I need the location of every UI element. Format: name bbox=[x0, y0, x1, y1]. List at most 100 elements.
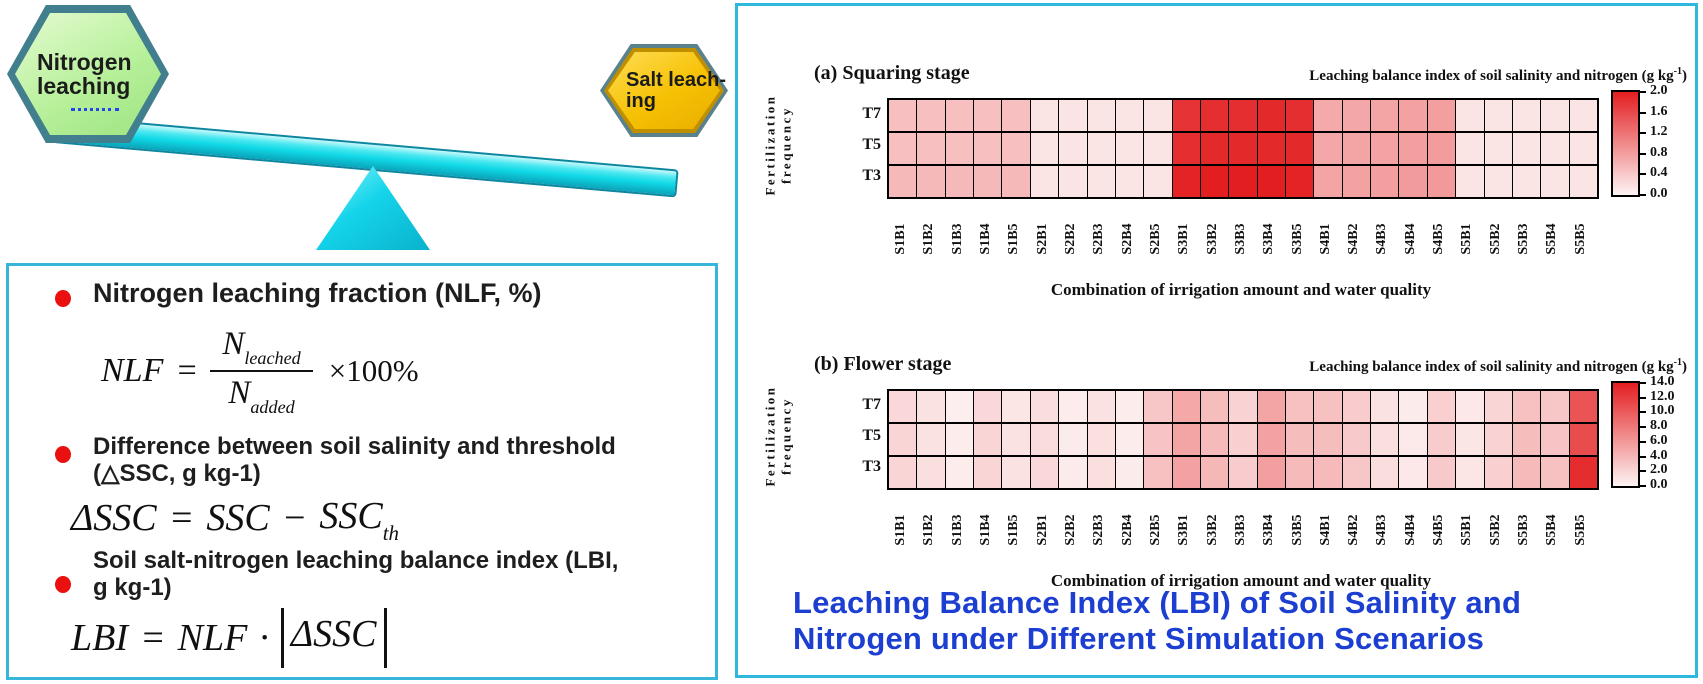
heatmap-cell bbox=[1540, 424, 1569, 455]
heatmap-cell bbox=[1483, 100, 1512, 131]
x-tick-slot: S5B1 bbox=[1453, 490, 1481, 570]
x-tick-label: S5B3 bbox=[1516, 514, 1532, 546]
x-tick-slot: S3B3 bbox=[1227, 199, 1255, 279]
heatmap-cell bbox=[1455, 100, 1484, 131]
colorbar-tick-mark bbox=[1639, 396, 1646, 399]
subplot-title-a: (a) Squaring stage bbox=[814, 62, 970, 84]
dotted-underline bbox=[71, 105, 119, 111]
hexagon-fill bbox=[608, 52, 720, 129]
heatmap-cell bbox=[1143, 100, 1172, 131]
heatmap-cell bbox=[1114, 424, 1144, 455]
fraction: Nleached Nadded bbox=[210, 326, 313, 417]
heatmap-cell bbox=[1058, 133, 1087, 164]
heatmap-cell bbox=[1114, 391, 1144, 422]
bullet-text: Nitrogen leaching fraction (NLF, %) bbox=[93, 278, 542, 308]
row-label-T3: T3 bbox=[862, 166, 881, 184]
lbi-term1: NLF bbox=[177, 617, 248, 659]
x-tick-slot: S4B2 bbox=[1340, 490, 1368, 570]
colorbar-tick-mark bbox=[1639, 455, 1646, 458]
x-tick-label: S3B5 bbox=[1289, 223, 1305, 255]
heatmap-cell bbox=[916, 457, 945, 488]
x-tick-slot: S2B3 bbox=[1085, 199, 1113, 279]
x-tick-label: S1B2 bbox=[921, 223, 937, 255]
colorbar-tick-mark bbox=[1639, 152, 1646, 155]
x-tick-label: S4B4 bbox=[1402, 223, 1418, 255]
heatmap-cell bbox=[1568, 166, 1597, 197]
heatmap-cell bbox=[889, 391, 917, 422]
heatmap-cell bbox=[1426, 457, 1456, 488]
x-axis-title: Combination of irrigation amount and wat… bbox=[1050, 280, 1432, 299]
x-tick-slot: S2B1 bbox=[1029, 490, 1057, 570]
x-tick-label: S1B4 bbox=[978, 514, 994, 546]
heatmap-cell bbox=[1398, 457, 1427, 488]
x-tick-slot: S3B1 bbox=[1170, 490, 1198, 570]
x-tick-label: S4B3 bbox=[1374, 223, 1390, 255]
heatmap-cell bbox=[944, 457, 974, 488]
caption-line2: Nitrogen under Different Simulation Scen… bbox=[793, 620, 1485, 656]
colorbar-a bbox=[1611, 90, 1640, 197]
x-tick-label: S1B1 bbox=[893, 514, 909, 546]
colorbar-tick-label: 0.8 bbox=[1650, 144, 1668, 160]
colorbar-tick-mark bbox=[1639, 173, 1646, 176]
x-tick-label: S3B3 bbox=[1232, 223, 1248, 255]
heatmap-cell bbox=[1370, 424, 1399, 455]
denominator-sub: added bbox=[250, 396, 295, 417]
heatmap-cell bbox=[1086, 166, 1115, 197]
x-tick-label: S4B3 bbox=[1374, 514, 1390, 546]
definitions-box: Nitrogen leaching fraction (NLF, %) NLF … bbox=[6, 263, 718, 680]
heatmap-cell bbox=[1313, 424, 1342, 455]
heatmap-cell bbox=[1426, 100, 1456, 131]
x-tick-label: S4B5 bbox=[1431, 514, 1447, 546]
heatmap-cell bbox=[1001, 166, 1030, 197]
y-axis-label-line: Fertilization bbox=[762, 384, 778, 487]
x-tick-label: S4B1 bbox=[1317, 514, 1333, 546]
colorbar-title: Leaching balance index of soil salinity … bbox=[1309, 66, 1687, 85]
row-label-T7: T7 bbox=[862, 104, 881, 122]
heatmap-cell bbox=[1370, 166, 1399, 197]
heatmap-cell bbox=[1313, 166, 1342, 197]
y-axis-label-line: frequency bbox=[778, 396, 793, 475]
denominator: Nadded bbox=[216, 372, 306, 417]
bullet-nlf: Nitrogen leaching fraction (NLF, %) bbox=[93, 278, 542, 308]
heatmap-cell bbox=[1341, 100, 1371, 131]
lbi-lhs: LBI bbox=[71, 617, 128, 659]
heatmap-cell bbox=[1313, 133, 1342, 164]
hexagon-fill bbox=[15, 13, 161, 135]
ssc-lhs: ΔSSC bbox=[71, 497, 157, 540]
y-axis-label: Fertilization frequency bbox=[758, 383, 798, 488]
heatmap-cell bbox=[1483, 133, 1512, 164]
x-tick-label: S2B2 bbox=[1063, 514, 1079, 546]
colorbar-tick-label: 14.0 bbox=[1650, 374, 1675, 389]
label-line2: ing bbox=[626, 89, 656, 112]
heatmap-cell bbox=[1568, 457, 1597, 488]
x-tick-slot: S5B5 bbox=[1567, 199, 1595, 279]
heatmap-cell bbox=[1455, 457, 1484, 488]
x-tick-slot: S1B4 bbox=[972, 199, 1000, 279]
x-tick-label: S4B4 bbox=[1402, 514, 1418, 546]
heatmap-cell bbox=[1398, 100, 1427, 131]
heatmap-cell bbox=[1426, 424, 1456, 455]
x-tick-label: S1B3 bbox=[949, 514, 965, 546]
bullet-text-line1: Difference between soil salinity and thr… bbox=[93, 433, 616, 460]
heatmap-cell bbox=[916, 166, 945, 197]
x-tick-label: S5B5 bbox=[1572, 223, 1588, 255]
heatmap-block-b: (b) Flower stage Leaching balance index o… bbox=[738, 339, 1695, 629]
heatmap-cell bbox=[1313, 100, 1342, 131]
colorbar-tick-label: 0.4 bbox=[1650, 165, 1668, 181]
formula-nlf: NLF = Nleached Nadded ×100% bbox=[101, 326, 419, 417]
colorbar-title-part: ) bbox=[1682, 68, 1687, 84]
colorbar-tick-mark bbox=[1639, 382, 1646, 384]
nitrogen-leaching-label: Nitrogen leaching bbox=[7, 5, 169, 143]
colorbar-tick-label: 1.6 bbox=[1650, 103, 1668, 119]
heatmap-cell bbox=[973, 424, 1002, 455]
x-tick-slot: S4B3 bbox=[1368, 490, 1396, 570]
x-tick-slot: S2B5 bbox=[1142, 199, 1170, 279]
times-100-percent: ×100% bbox=[328, 352, 419, 388]
x-tick-slot: S1B1 bbox=[887, 199, 915, 279]
heatmap-cell bbox=[1143, 391, 1172, 422]
x-tick-slot: S3B2 bbox=[1198, 199, 1226, 279]
x-tick-slot: S1B2 bbox=[915, 199, 943, 279]
heatmap-cell bbox=[1171, 457, 1200, 488]
heatmap-cell bbox=[1285, 391, 1314, 422]
label-line2: leaching bbox=[37, 73, 131, 99]
